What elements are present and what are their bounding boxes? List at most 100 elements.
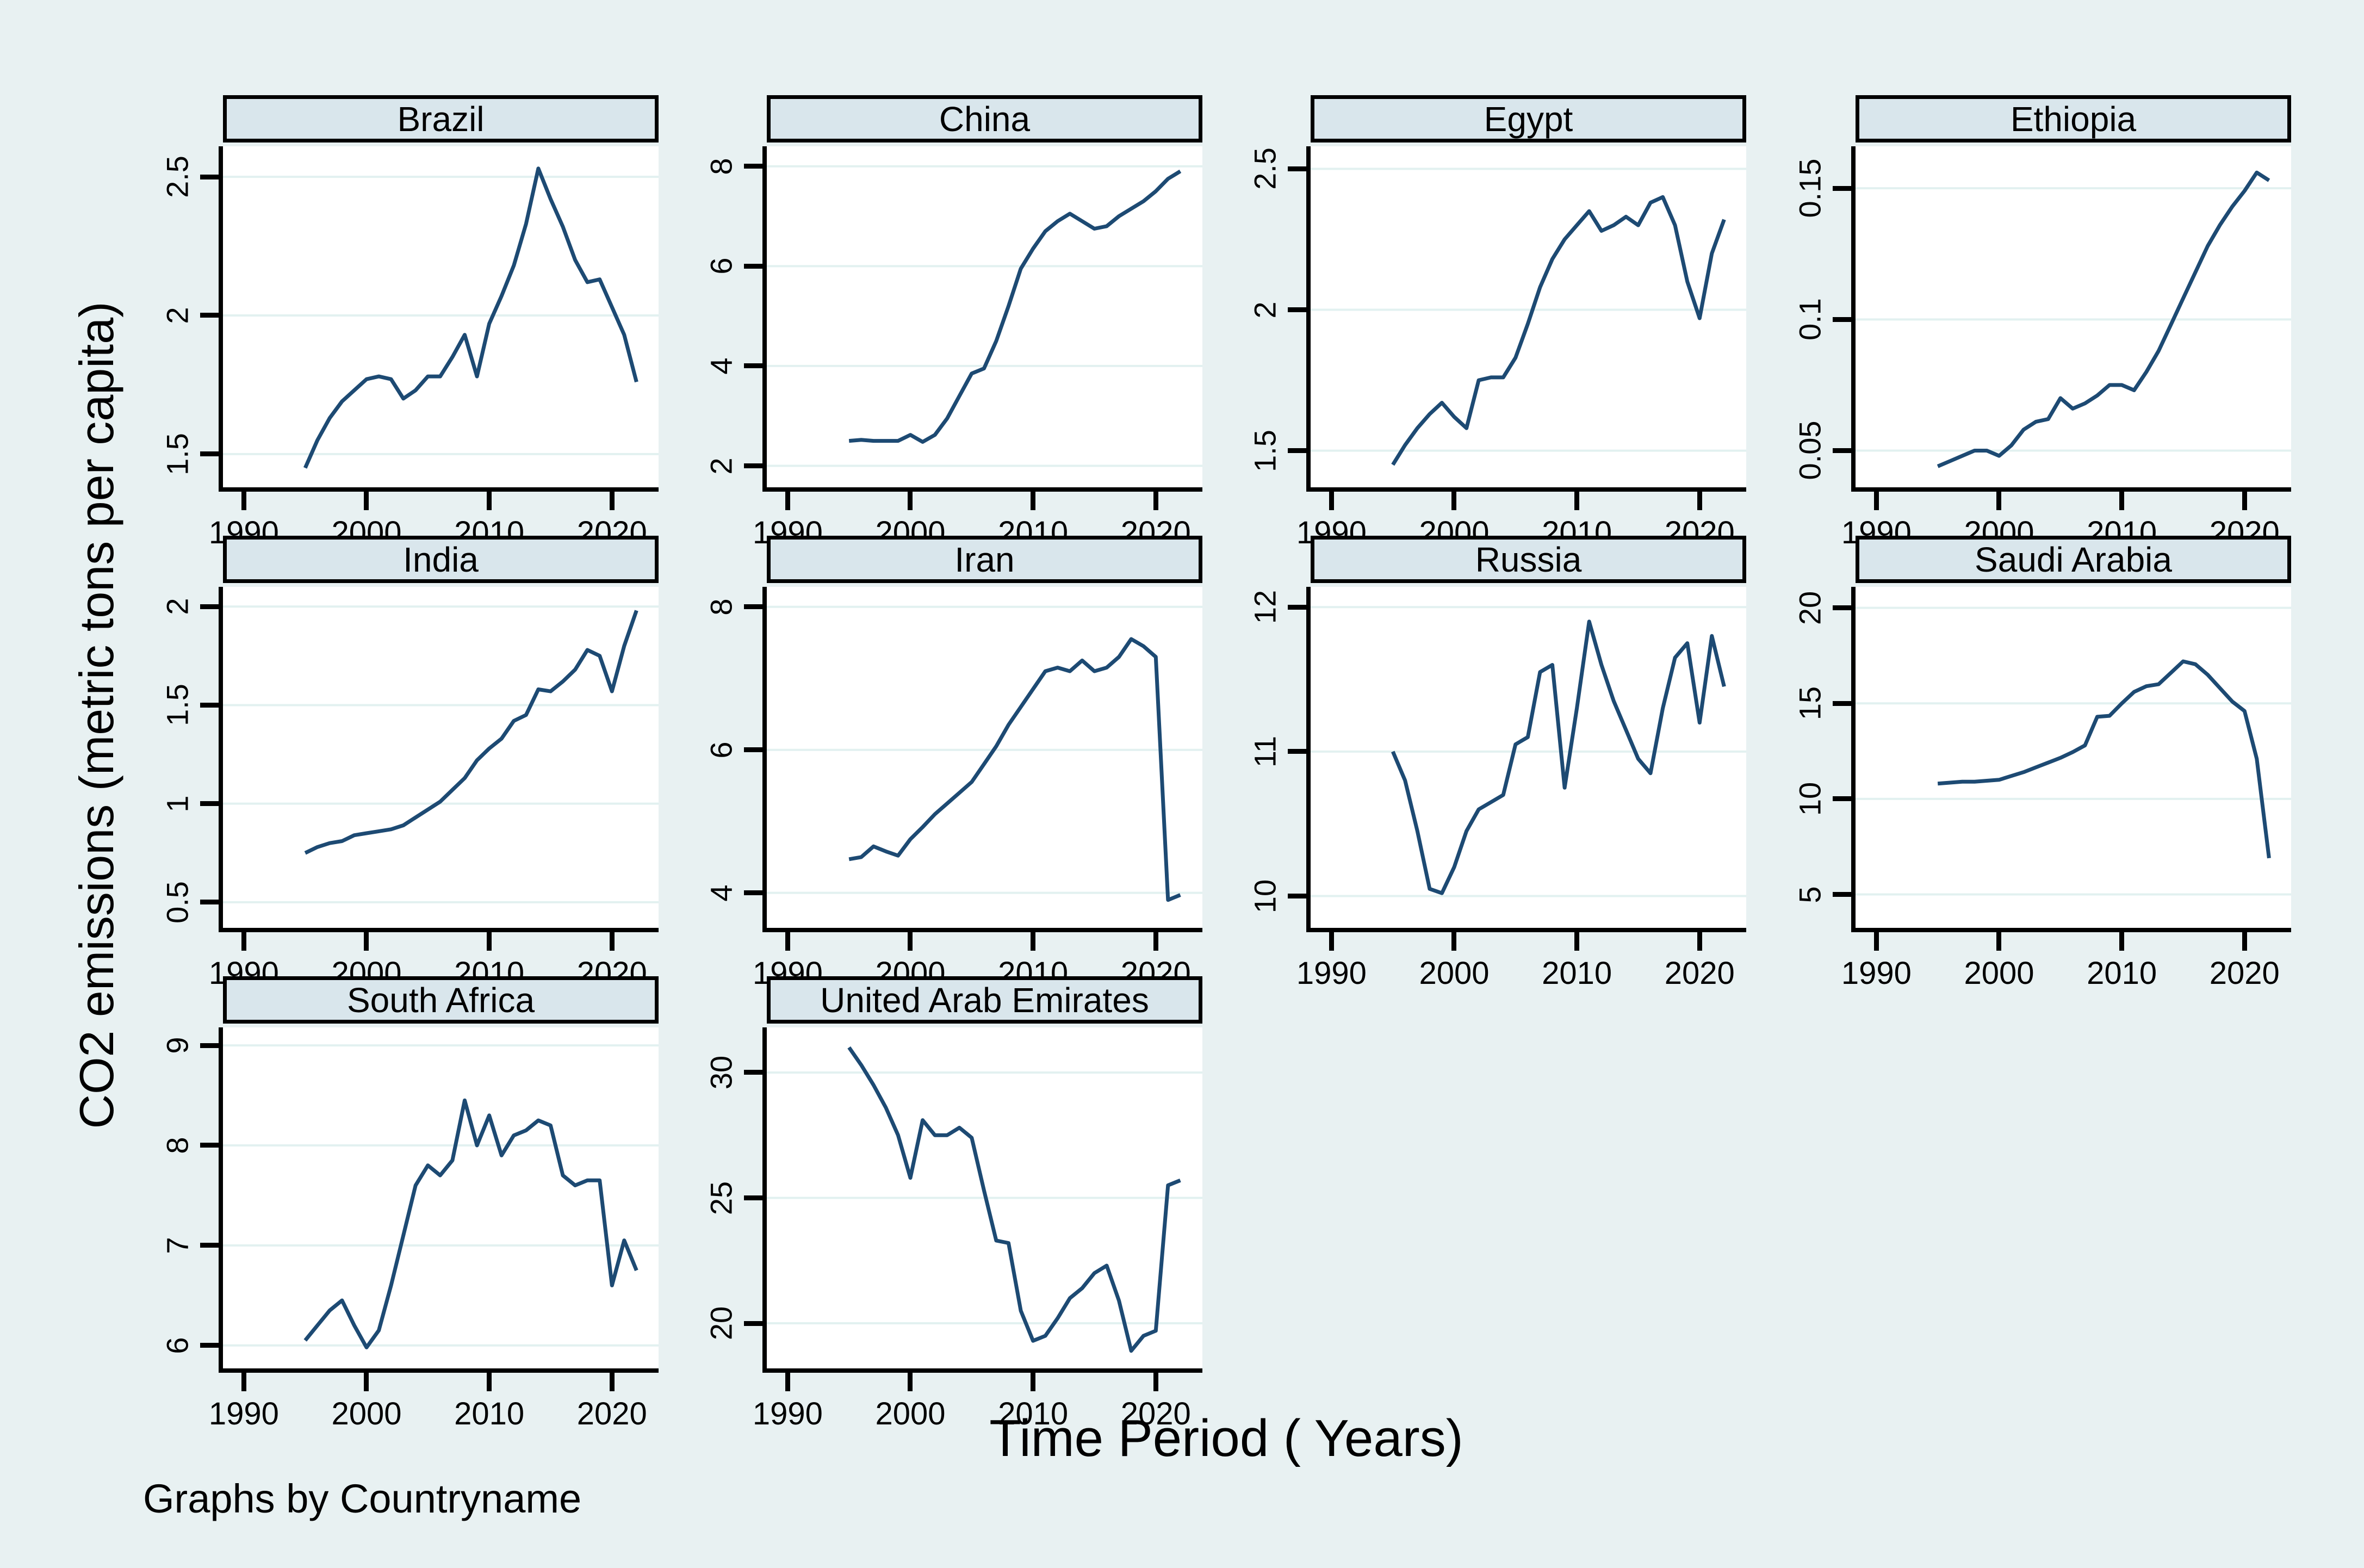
y-axis-line-egypt — [1306, 146, 1311, 492]
x-tick — [2119, 492, 2125, 510]
x-tick-label: 1990 — [1841, 956, 1912, 991]
y-axis-line-ethiopia — [1851, 146, 1856, 492]
figure-caption: Graphs by Countryname — [143, 1476, 582, 1521]
x-tick — [908, 932, 913, 951]
x-tick-label: 2020 — [576, 1396, 647, 1431]
y-tick-label: 2 — [704, 457, 739, 475]
y-tick — [200, 604, 219, 609]
y-tick-label: 12 — [1248, 590, 1282, 624]
y-tick-label: 15 — [1792, 686, 1827, 721]
y-tick-label: 2.5 — [160, 156, 195, 198]
x-tick — [1031, 492, 1036, 510]
panel-chart-india — [223, 605, 659, 903]
y-tick-label: 0.1 — [1792, 298, 1827, 341]
y-tick — [200, 451, 219, 457]
y-tick — [200, 1243, 219, 1248]
x-tick — [1451, 492, 1457, 510]
x-tick-label: 2010 — [2087, 956, 2157, 991]
y-tick — [200, 1143, 219, 1148]
x-tick — [1153, 1373, 1158, 1391]
x-tick — [487, 932, 492, 951]
y-tick — [1288, 749, 1306, 754]
panel-title-china: China — [767, 95, 1202, 142]
y-tick — [1288, 307, 1306, 313]
x-tick-label: 2000 — [331, 1396, 402, 1431]
y-tick-label: 6 — [704, 741, 739, 759]
y-tick-label: 1.5 — [160, 684, 195, 727]
series-line — [303, 166, 638, 469]
x-tick — [364, 492, 369, 510]
y-tick — [200, 801, 219, 807]
x-tick — [785, 492, 790, 510]
y-axis-line-brazil — [219, 146, 223, 492]
x-tick — [908, 1373, 913, 1391]
panel-plot-brazil — [223, 146, 659, 487]
y-axis-line-south-africa — [219, 1027, 223, 1373]
y-tick — [1288, 448, 1306, 454]
panel-plot-ethiopia — [1856, 146, 2291, 487]
panel-chart-china — [767, 165, 1202, 467]
panel-title-egypt: Egypt — [1311, 95, 1746, 142]
y-tick-label: 8 — [160, 1137, 195, 1154]
x-tick — [364, 1373, 369, 1391]
x-tick — [364, 932, 369, 951]
y-tick-label: 1 — [160, 795, 195, 813]
x-axis-line-united-arab-emirates — [762, 1368, 1202, 1373]
panel-title-south-africa: South Africa — [223, 976, 659, 1024]
series-line — [848, 169, 1182, 444]
x-axis-line-saudi-arabia — [1851, 928, 2291, 932]
y-tick-label: 11 — [1248, 735, 1282, 767]
y-axis-line-iran — [762, 587, 767, 932]
panel-title-brazil: Brazil — [223, 95, 659, 142]
x-axis-line-ethiopia — [1851, 487, 2291, 492]
x-tick — [1574, 932, 1580, 951]
y-tick-label: 2 — [160, 598, 195, 615]
x-tick — [1329, 932, 1334, 951]
y-tick-label: 9 — [160, 1037, 195, 1054]
y-tick-label: 5 — [1792, 885, 1827, 903]
y-tick-label: 6 — [160, 1337, 195, 1354]
y-axis-line-china — [762, 146, 767, 492]
panel-title-united-arab-emirates: United Arab Emirates — [767, 976, 1202, 1024]
panel-title-india: India — [223, 536, 659, 583]
y-tick-label: 8 — [704, 598, 739, 616]
panel-plot-egypt — [1311, 146, 1746, 487]
x-axis-line-china — [762, 487, 1202, 492]
panel-chart-russia — [1311, 606, 1746, 897]
panel-plot-india — [223, 587, 659, 928]
panel-plot-united-arab-emirates — [767, 1027, 1202, 1368]
y-tick — [744, 890, 762, 896]
y-tick — [1833, 892, 1851, 897]
x-tick — [609, 492, 615, 510]
x-axis-title: Time Period ( Years) — [989, 1409, 1463, 1467]
panel-chart-egypt — [1311, 168, 1746, 466]
y-tick — [200, 1343, 219, 1348]
y-tick — [200, 702, 219, 708]
y-axis-line-india — [219, 587, 223, 932]
panel-title-ethiopia: Ethiopia — [1856, 95, 2291, 142]
y-tick-label: 6 — [704, 257, 739, 275]
x-tick — [1329, 492, 1334, 510]
panel-chart-united-arab-emirates — [767, 1046, 1202, 1353]
panel-chart-ethiopia — [1856, 170, 2291, 468]
x-tick — [1153, 492, 1158, 510]
x-tick — [1996, 492, 2002, 510]
y-tick — [200, 174, 219, 179]
y-tick — [1833, 448, 1851, 453]
x-tick-label: 2000 — [1964, 956, 2034, 991]
x-tick-label: 2010 — [454, 1396, 525, 1431]
y-tick-label: 10 — [1248, 879, 1282, 913]
panel-title-iran: Iran — [767, 536, 1202, 583]
x-tick — [1153, 932, 1158, 951]
panel-plot-saudi-arabia — [1856, 587, 2291, 928]
y-tick-label: 0.15 — [1792, 158, 1827, 218]
series-line — [1937, 659, 2271, 859]
x-tick — [2242, 492, 2247, 510]
y-axis-line-united-arab-emirates — [762, 1027, 767, 1373]
x-tick-label: 2010 — [998, 1396, 1069, 1431]
x-tick — [1873, 492, 1879, 510]
x-tick — [487, 1373, 492, 1391]
y-tick — [1833, 185, 1851, 191]
series-line — [303, 1098, 638, 1349]
